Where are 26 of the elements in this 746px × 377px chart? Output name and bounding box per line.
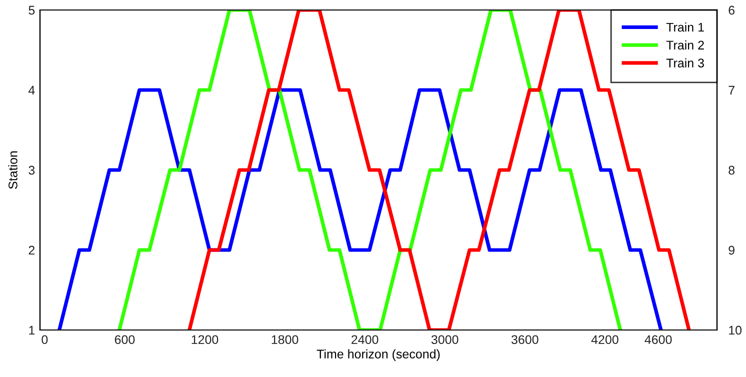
y2-tick-label: 9 — [728, 246, 734, 255]
x-tick-label: 3000 — [431, 335, 458, 344]
x-tick-label: 4200 — [591, 335, 618, 344]
x-tick-label: 3600 — [511, 335, 538, 344]
legend-label: Train 2 — [666, 40, 704, 50]
x-tick-label: 1200 — [192, 335, 218, 344]
y-tick-label: 3 — [28, 166, 35, 175]
legend-label: Train 1 — [666, 22, 704, 32]
y-tick-label: 2 — [28, 246, 35, 255]
y2-tick-label: 6 — [728, 6, 735, 15]
x-tick-label: 1800 — [272, 335, 298, 344]
y-tick-label: 1 — [29, 326, 35, 335]
y-axis-title: Station — [8, 151, 18, 189]
x-tick-label: 4600 — [644, 335, 672, 344]
x-tick-label: 600 — [114, 335, 135, 344]
line-series — [58, 88, 663, 330]
line-series — [118, 10, 622, 330]
x-axis-title: Time horizon (second) — [316, 349, 440, 361]
y2-tick-label: 10 — [729, 326, 742, 335]
y2-tick-label: 8 — [728, 166, 735, 175]
y-tick-label: 5 — [28, 6, 35, 15]
x-tick-label: 2400 — [352, 335, 378, 344]
legend-label: Train 3 — [666, 58, 704, 68]
y-tick-label: 4 — [28, 86, 35, 95]
y2-tick-label: 7 — [728, 86, 734, 95]
x-tick-label: 0 — [42, 335, 48, 344]
